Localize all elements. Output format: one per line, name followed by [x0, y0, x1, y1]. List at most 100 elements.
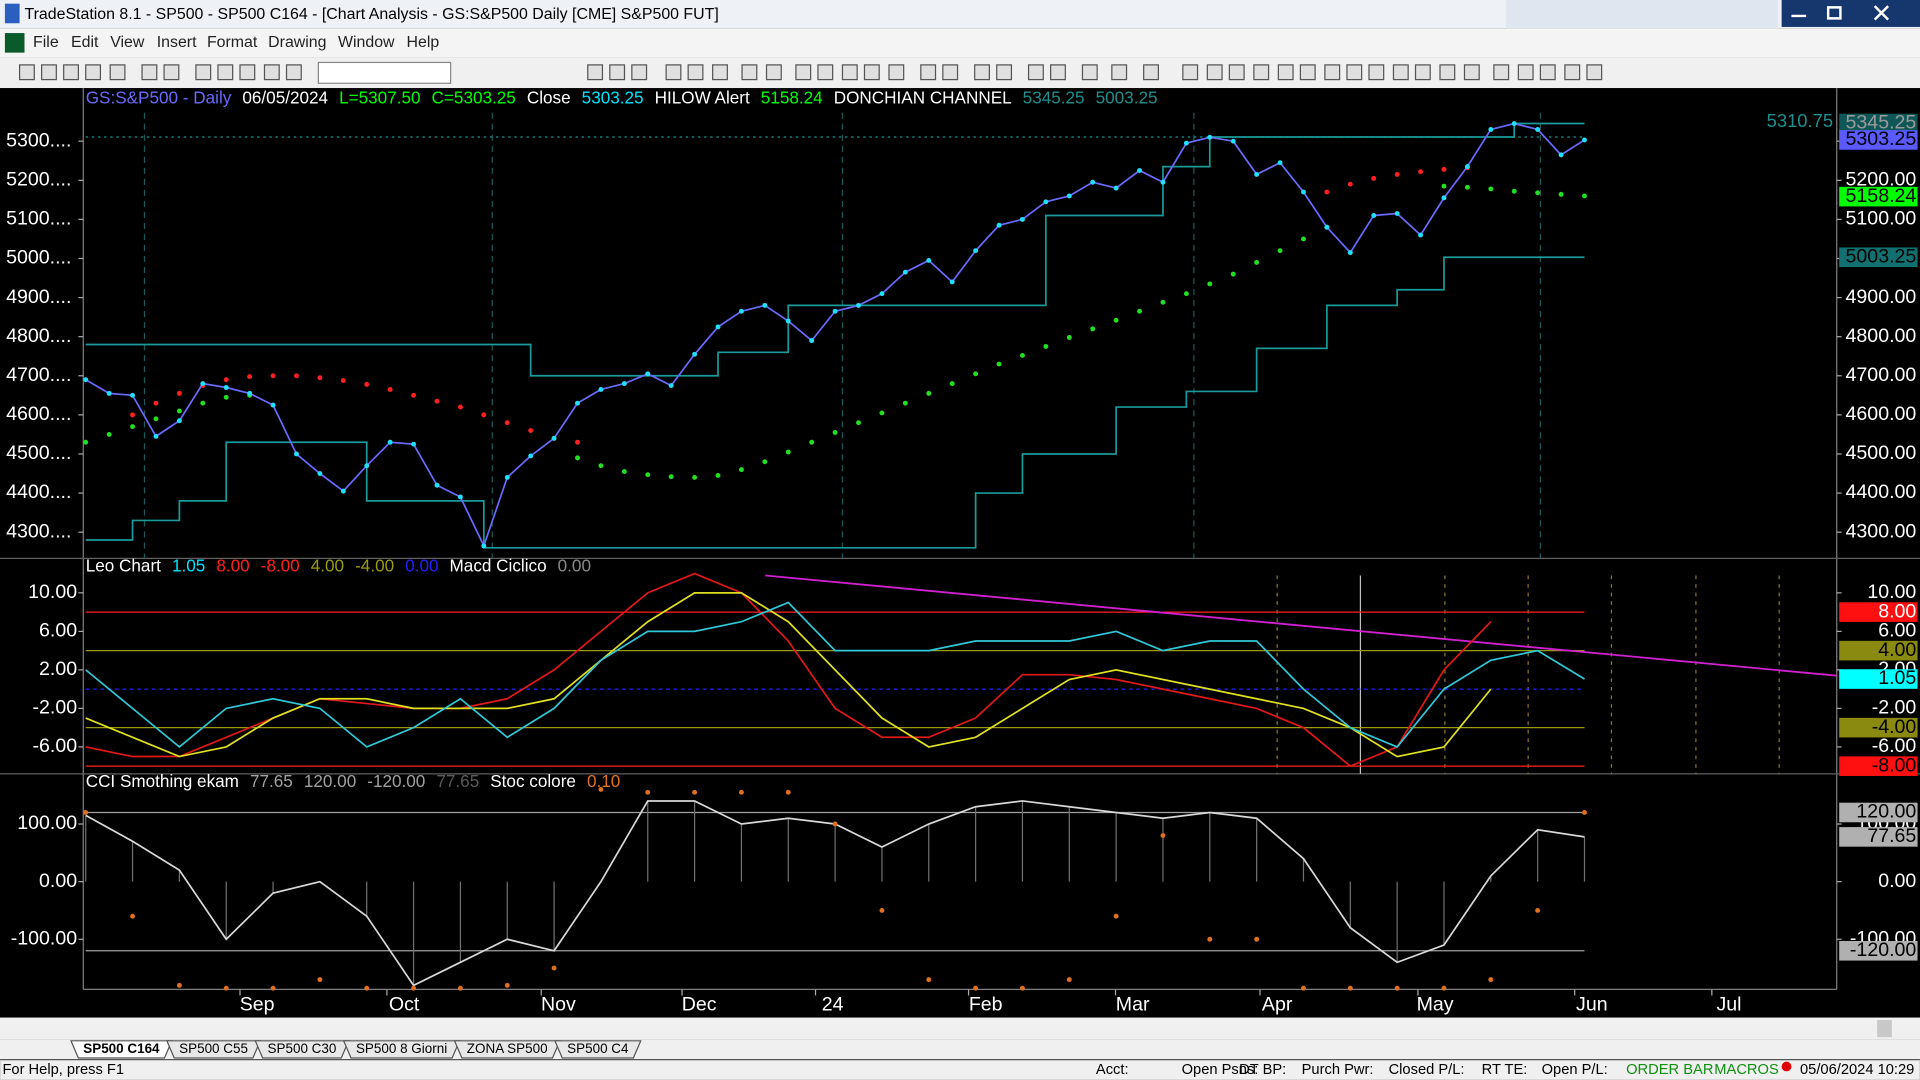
series-dot [504, 474, 510, 480]
series-dot [411, 392, 417, 398]
series-dot [1113, 317, 1119, 323]
toolbar-icon[interactable] [1206, 64, 1223, 81]
series-dot [809, 439, 815, 445]
x-tick-label: Feb [969, 993, 1003, 1015]
toolbar-icon[interactable] [1392, 64, 1409, 81]
toolbar-icon[interactable] [1143, 64, 1159, 81]
toolbar-icon[interactable] [1463, 64, 1480, 81]
toolbar-icon[interactable] [1539, 64, 1556, 81]
y-tick-label: 4600.... [6, 403, 71, 425]
panel-header-item: Stoc colore [490, 771, 576, 791]
scrollbar[interactable] [0, 1017, 1920, 1040]
toolbar-icon[interactable] [1081, 64, 1098, 81]
toolbar-icon[interactable] [631, 64, 648, 81]
series-dot [1582, 193, 1587, 199]
tab-shape [453, 1040, 561, 1059]
toolbar-icon[interactable] [85, 64, 102, 81]
tab[interactable]: SP500 C55 [165, 1040, 262, 1059]
toolbar-icon[interactable] [1027, 64, 1044, 81]
toolbar-icon[interactable] [1299, 64, 1316, 81]
toolbar-icon[interactable] [1324, 64, 1341, 81]
series-dot [809, 338, 815, 344]
toolbar-icon[interactable] [1050, 64, 1066, 81]
toolbar-icon[interactable] [217, 64, 234, 81]
toolbar-icon[interactable] [920, 64, 937, 81]
series-dot [738, 467, 744, 473]
toolbar-icon[interactable] [942, 64, 959, 81]
status-item: MACROS [1714, 1062, 1779, 1078]
toolbar-icon[interactable] [285, 64, 302, 81]
toolbar-icon[interactable] [1228, 64, 1245, 81]
series-dot [1394, 985, 1400, 991]
scroll-thumb[interactable] [1877, 1020, 1892, 1038]
series-dot [738, 308, 744, 314]
symbol-combo[interactable] [317, 61, 452, 84]
toolbar-icon[interactable] [609, 64, 626, 81]
x-tick-label: Nov [541, 993, 576, 1015]
menu-item[interactable]: Edit [71, 34, 99, 51]
toolbar-icon[interactable] [1439, 64, 1456, 81]
toolbar-icon[interactable] [687, 64, 704, 81]
toolbar-icon[interactable] [741, 64, 758, 81]
menu-item[interactable]: Format [207, 34, 258, 51]
series-dot [317, 375, 323, 381]
toolbar-icon[interactable] [1368, 64, 1385, 81]
panel-header-item: 0.00 [558, 555, 591, 575]
toolbar-icon[interactable] [1253, 64, 1270, 81]
toolbar-icon[interactable] [1517, 64, 1534, 81]
toolbar-icon[interactable] [587, 64, 604, 81]
toolbar-icon[interactable] [841, 64, 858, 81]
toolbar-icon[interactable] [795, 64, 812, 81]
toolbar-icon[interactable] [1564, 64, 1581, 81]
toolbar-icon[interactable] [195, 64, 212, 81]
toolbar-icon[interactable] [263, 64, 280, 81]
toolbar-icon[interactable] [1111, 64, 1128, 81]
toolbar-icon[interactable] [863, 64, 880, 81]
toolbar-icon[interactable] [1493, 64, 1510, 81]
toolbar-icon[interactable] [239, 64, 256, 81]
menu-item[interactable]: Help [407, 34, 440, 51]
toolbar-icon[interactable] [888, 64, 905, 81]
menu-item[interactable]: Insert [157, 34, 197, 51]
series-dot [621, 469, 627, 475]
toolbar-icon[interactable] [109, 64, 126, 81]
toolbar-icon[interactable] [996, 64, 1013, 81]
toolbar-icon[interactable] [817, 64, 834, 81]
toolbar-icon[interactable] [765, 64, 782, 81]
toolbar-icon[interactable] [665, 64, 682, 81]
toolbar-icon[interactable] [18, 64, 35, 81]
menu-item[interactable]: View [110, 34, 145, 51]
menu-item[interactable]: Window [338, 34, 395, 51]
series-dot [575, 439, 580, 445]
axis-marker-label: 5303.25 [1846, 128, 1917, 150]
toolbar-icon[interactable] [1586, 64, 1603, 81]
series-dot [1137, 168, 1142, 173]
series-dot [528, 453, 534, 459]
toolbar-icon[interactable] [1182, 64, 1199, 81]
menu-item[interactable]: File [33, 34, 59, 51]
toolbar-icon[interactable] [1414, 64, 1431, 81]
toolbar-icon[interactable] [974, 64, 990, 81]
series-dot [902, 400, 908, 406]
panel-header-item: -4.00 [355, 555, 394, 575]
tab[interactable]: SP500 C30 [254, 1040, 350, 1059]
window-controls[interactable] [1781, 0, 1920, 27]
tab[interactable]: ZONA SP500 [453, 1040, 561, 1059]
series-dot [1043, 344, 1049, 349]
tab[interactable]: SP500 C4 [553, 1040, 642, 1059]
toolbar-icon[interactable] [163, 64, 180, 81]
toolbar-icon[interactable] [41, 64, 57, 81]
toolbar-icon[interactable] [712, 64, 728, 81]
toolbar-icon[interactable] [141, 64, 158, 81]
toolbar-icon[interactable] [63, 64, 79, 81]
y2-tick-label: 4800.00 [1846, 325, 1917, 347]
toolbar-icon[interactable] [1277, 64, 1294, 81]
status-item: For Help, press F1 [2, 1062, 124, 1078]
tab[interactable]: SP500 C164 [70, 1040, 173, 1059]
series-line [85, 591, 1492, 758]
y-tick-label: 4800.... [6, 325, 71, 347]
toolbar-icon[interactable] [1346, 64, 1363, 81]
menu-item[interactable]: Drawing [268, 34, 326, 51]
tab[interactable]: SP500 8 Giorni [342, 1040, 461, 1059]
series-dot [1090, 326, 1096, 332]
